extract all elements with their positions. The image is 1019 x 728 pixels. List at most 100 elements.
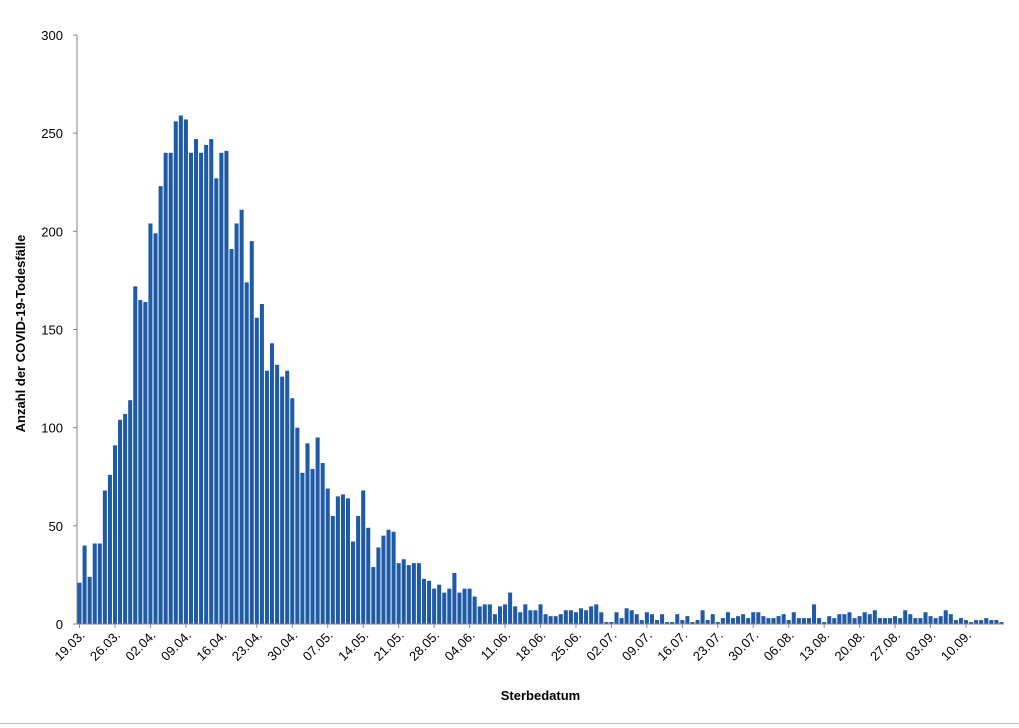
x-tick-label: 02.04. [122,628,158,664]
bar [862,612,867,624]
bar [320,463,325,624]
x-tick-label: 23.07. [690,628,726,664]
bar [599,612,604,624]
x-tick-label: 27.08. [867,628,903,664]
bar [675,614,680,624]
bar [356,516,361,624]
bar [558,614,563,624]
bar [406,565,411,624]
x-tick-label: 09.04. [158,628,194,664]
bar [351,541,356,624]
bar [837,614,842,624]
bar [974,620,979,624]
bar [204,144,209,624]
x-tick-label: 28.05. [406,628,442,664]
bar [594,604,599,624]
bar [178,115,183,624]
bar [604,622,609,624]
bar [508,592,513,624]
bar [249,241,254,624]
bar [234,223,239,625]
bar [366,527,371,624]
bar [548,616,553,624]
bar [776,616,781,624]
bar [254,317,259,624]
bar [715,622,720,624]
bar [361,490,366,624]
bar [173,121,178,624]
bar [649,614,654,624]
bar [138,300,143,624]
bar [427,580,432,624]
bar [670,622,675,624]
bar [639,620,644,624]
x-tick-label: 19.03. [51,628,87,664]
y-tick-label: 200 [41,224,63,239]
y-tick-label: 50 [49,519,63,534]
bar [786,620,791,624]
bar [751,612,756,624]
bar [401,559,406,624]
bar [219,152,224,625]
bar [801,618,806,624]
bar [335,496,340,624]
y-tick-label: 0 [56,617,63,632]
bar [812,604,817,624]
bar [381,535,386,624]
x-tick-label: 09.07. [619,628,655,664]
bar [168,152,173,625]
x-tick-label: 13.08. [796,628,832,664]
bar [199,152,204,625]
bar [680,620,685,624]
x-axis-ticks: 19.03. 26.03. 02.04. 09.04. 16.04. 23.04. 30.0… [51,624,974,664]
bar [943,610,948,624]
bar [107,474,112,624]
bar [538,604,543,624]
bar [806,618,811,624]
bar [665,622,670,624]
bar [158,186,163,624]
bar [553,616,558,624]
bar [492,614,497,624]
bar [437,584,442,624]
bar [781,614,786,624]
bar [133,286,138,624]
bar [857,616,862,624]
x-tick-label: 07.05. [300,628,336,664]
bar [923,612,928,624]
bar [128,400,133,624]
bar [396,563,401,624]
bar [148,223,153,625]
bar [452,572,457,624]
bar [796,618,801,624]
bar [391,531,396,624]
bar [690,622,695,624]
bar [938,616,943,624]
bar [112,445,118,624]
bar [280,376,285,624]
bar [345,498,351,624]
bar [77,582,82,624]
bar [188,152,193,625]
bar [82,545,87,624]
bar [295,427,300,624]
bar [457,592,462,624]
x-tick-label: 06.08. [761,628,797,664]
bar [584,610,589,624]
bar [300,472,305,624]
bar [771,618,776,624]
bar [315,437,320,624]
bar [376,547,381,624]
bar [644,612,649,624]
bar [290,398,295,624]
bar [244,282,249,624]
bar [685,616,690,624]
x-tick-label: 25.06. [548,628,584,664]
bar [979,620,984,624]
bar [913,618,918,624]
bar [877,618,882,624]
bar [958,618,963,624]
bar [827,616,832,624]
bar [102,490,107,624]
x-tick-label: 16.04. [193,628,229,664]
